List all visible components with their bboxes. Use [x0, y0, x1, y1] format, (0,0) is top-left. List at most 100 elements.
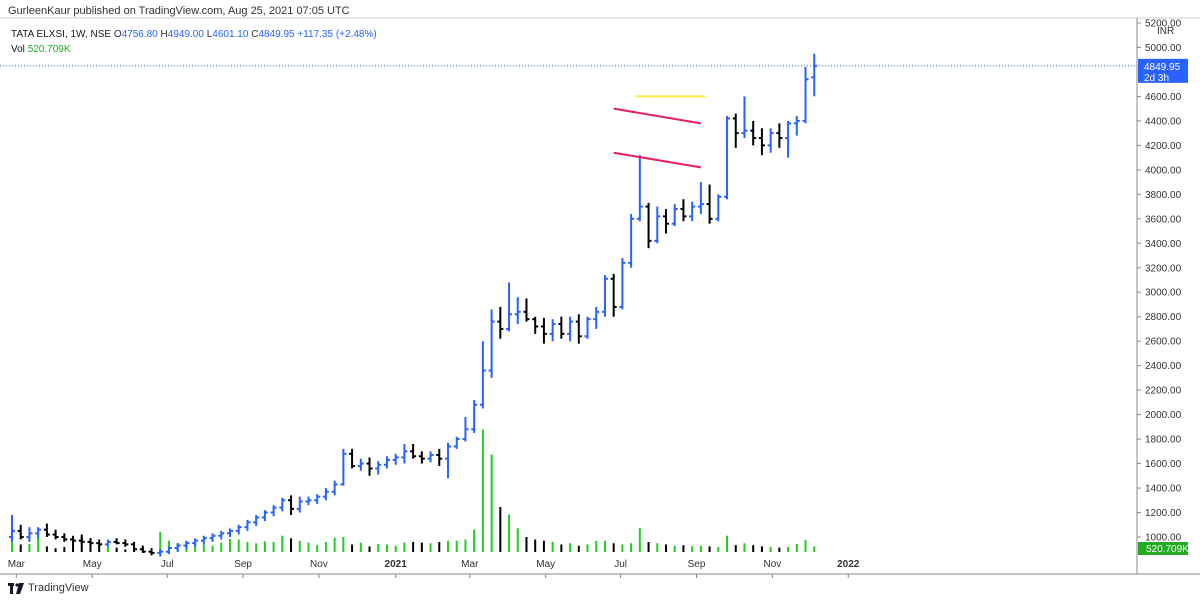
volume-bar: [124, 549, 127, 552]
ohlc-bar: [776, 123, 783, 148]
volume-bar: [263, 541, 266, 552]
time-axis[interactable]: Mar May Jul Sep Nov 2021 Mar May Jul Sep Nov 2022: [8, 559, 860, 578]
volume-bar: [359, 542, 362, 552]
tradingview-brand[interactable]: TradingView: [8, 582, 89, 594]
price-tick-label: 5200.00: [1145, 19, 1182, 30]
volume-bar: [638, 528, 641, 552]
volume-bar: [760, 546, 763, 552]
symbol-label: TATA ELXSI, 1W, NSE: [11, 29, 112, 40]
volume-bar: [813, 546, 816, 552]
volume-bar: [45, 546, 48, 552]
vol-row: Vol 520.709K: [11, 42, 377, 57]
time-tick-label: Mar: [461, 559, 479, 570]
volume-bar: [438, 542, 441, 552]
time-tick-label: 2022: [837, 559, 860, 570]
ohlc-bar: [436, 448, 443, 467]
volume-bar: [708, 546, 711, 552]
ohlc-bar: [628, 213, 635, 268]
volume-bar: [28, 543, 31, 552]
price-tick-label: 1600.00: [1145, 459, 1182, 470]
ohlc-bar: [689, 201, 696, 222]
chart-legend: TATA ELXSI, 1W, NSE O4756.80 H4949.00 L4…: [11, 27, 377, 57]
ohlc-bar: [340, 448, 347, 486]
price-axis[interactable]: 5200.005000.004800.004600.004400.004200.…: [1137, 19, 1182, 544]
ohlc-bar: [697, 182, 704, 214]
price-tick-label: 3800.00: [1145, 190, 1182, 201]
volume-bar: [377, 543, 380, 552]
ohlc-bar: [253, 514, 260, 526]
volume-bar: [316, 545, 319, 552]
ohlc-bar: [401, 443, 408, 464]
volume-bar: [542, 540, 545, 552]
volume-bar: [525, 537, 528, 552]
ohlc-bar: [131, 541, 138, 551]
price-tick-label: 3400.00: [1145, 239, 1182, 250]
volume-bar: [220, 542, 223, 552]
ohlc-bar: [261, 510, 268, 522]
ohlc-bar: [375, 461, 382, 475]
open-label: O: [113, 29, 122, 40]
ohlc-bar: [139, 545, 146, 553]
volume-bar: [98, 545, 101, 552]
ohlc-bar: [17, 524, 24, 540]
ohlc-bar: [331, 480, 338, 496]
ohlc-bar: [584, 316, 591, 339]
ohlc-bar: [113, 538, 120, 545]
ohlc-bar: [52, 529, 59, 540]
ohlc-bar: [35, 527, 42, 539]
ohlc-bar: [793, 116, 800, 136]
price-tick-label: 4200.00: [1145, 141, 1182, 152]
volume-bar: [595, 540, 598, 552]
volume-bar: [621, 544, 624, 552]
price-tick-label: 3600.00: [1145, 214, 1182, 225]
ohlc-bar: [9, 514, 15, 542]
ohlc-bar: [663, 209, 669, 234]
ohlc-bar: [288, 495, 295, 515]
open-value: 4756.80: [121, 29, 158, 40]
ohlc-bar: [157, 549, 164, 557]
ohlc-bar: [453, 436, 460, 449]
low-value: 4601.10: [212, 29, 249, 40]
ohlc-bar: [601, 275, 608, 317]
ohlc-bar: [218, 530, 225, 540]
ohlc-bar: [183, 540, 190, 550]
ohlc-bar: [488, 309, 495, 378]
volume-bar: [726, 535, 729, 552]
low-label: L: [206, 29, 213, 40]
volume-bar: [106, 547, 109, 552]
ohlc-bar: [732, 113, 739, 148]
price-tick-label: 4600.00: [1145, 92, 1182, 103]
ohlc-bar: [70, 535, 77, 544]
volume-bar: [19, 544, 22, 552]
ohlc-bar: [549, 319, 556, 342]
volume-badge-text: 520.709K: [1146, 544, 1189, 555]
price-tick-label: 2400.00: [1145, 361, 1182, 372]
volume-bar: [246, 542, 249, 552]
volume-bar: [473, 529, 476, 552]
ohlc-bar: [392, 453, 399, 465]
volume-badge: 520.709K: [1138, 542, 1189, 555]
ohlc-bar: [514, 297, 521, 325]
ohlc-bar: [593, 306, 600, 329]
volume-bar: [307, 542, 310, 552]
volume-bar: [795, 543, 798, 552]
ohlc-bar: [357, 458, 364, 471]
volume-bar: [647, 542, 650, 552]
volume-bar: [368, 546, 371, 552]
ohlc-bar: [148, 548, 155, 556]
volume-bar: [656, 543, 659, 552]
volume-bar: [202, 544, 205, 552]
ohlc-bar: [122, 539, 129, 547]
ohlc-bar: [567, 316, 574, 342]
volume-bar: [577, 545, 580, 552]
ohlc-bar: [523, 298, 530, 322]
ohlc-bar: [802, 67, 809, 124]
volume-bar: [682, 545, 685, 552]
price-tick-label: 2600.00: [1145, 337, 1182, 348]
ohlc-bar: [636, 155, 643, 222]
volume-bar: [290, 538, 293, 552]
ohlc-bar: [279, 497, 286, 512]
ohlc-bar: [314, 494, 321, 504]
ohlc-bar: [349, 448, 356, 469]
